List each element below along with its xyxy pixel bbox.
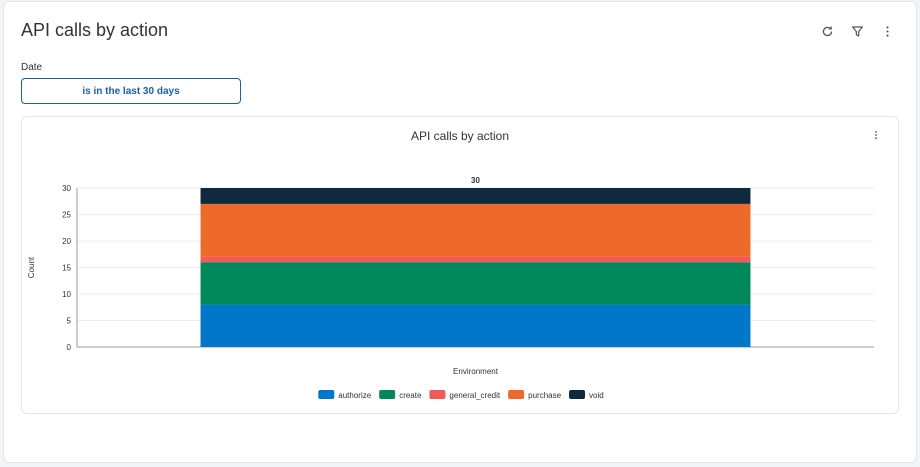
total-label: 30	[471, 176, 480, 185]
chart-panel: API calls by action 0 5 10 15 20 25 30 30 Enviro…	[21, 116, 899, 414]
chart-title: API calls by action	[410, 129, 510, 143]
y-tick-label: 15	[62, 264, 71, 273]
chart-menu-button[interactable]	[868, 127, 884, 143]
legend-swatch	[429, 390, 446, 399]
bar-segment-create	[200, 262, 751, 305]
chart-card: API calls by action Date is in the last …	[3, 1, 917, 463]
legend-swatch	[379, 390, 396, 399]
y-axis-title: Count	[27, 256, 36, 278]
bar-segment-void	[200, 188, 751, 204]
date-filter-label: Date	[21, 62, 43, 73]
y-tick-label: 25	[62, 211, 71, 220]
legend-swatch	[569, 390, 586, 399]
bar-segment-authorize	[200, 304, 751, 347]
y-tick-label: 10	[62, 290, 71, 299]
bar-segment-purchase	[200, 203, 751, 257]
y-tick-label: 20	[62, 237, 71, 246]
date-filter-button[interactable]: is in the last 30 days	[21, 78, 241, 104]
legend-label-void: void	[589, 391, 604, 400]
legend-label-authorize: authorize	[338, 391, 371, 400]
more-vertical-icon	[875, 131, 877, 139]
refresh-button[interactable]	[812, 20, 842, 42]
y-tick-label: 0	[67, 343, 72, 352]
chart-plot: 0 5 10 15 20 25 30 30 Environment Count authorize c…	[27, 176, 874, 400]
more-vertical-icon	[885, 25, 889, 37]
refresh-icon	[822, 25, 832, 36]
x-axis-title: Environment	[453, 367, 499, 376]
bar-segment-general_credit	[200, 256, 751, 263]
legend-label-create: create	[399, 391, 422, 400]
y-tick-label: 30	[62, 184, 71, 193]
y-tick-label: 5	[67, 317, 72, 326]
more-options-button[interactable]	[872, 20, 902, 42]
filter-button[interactable]	[842, 20, 872, 42]
card-toolbar	[812, 20, 902, 42]
card-title: API calls by action	[21, 20, 169, 40]
legend-swatch	[318, 390, 335, 399]
legend-label-general_credit: general_credit	[449, 391, 500, 400]
legend-label-purchase: purchase	[528, 391, 561, 400]
legend-swatch	[508, 390, 525, 399]
filter-icon	[851, 25, 863, 37]
